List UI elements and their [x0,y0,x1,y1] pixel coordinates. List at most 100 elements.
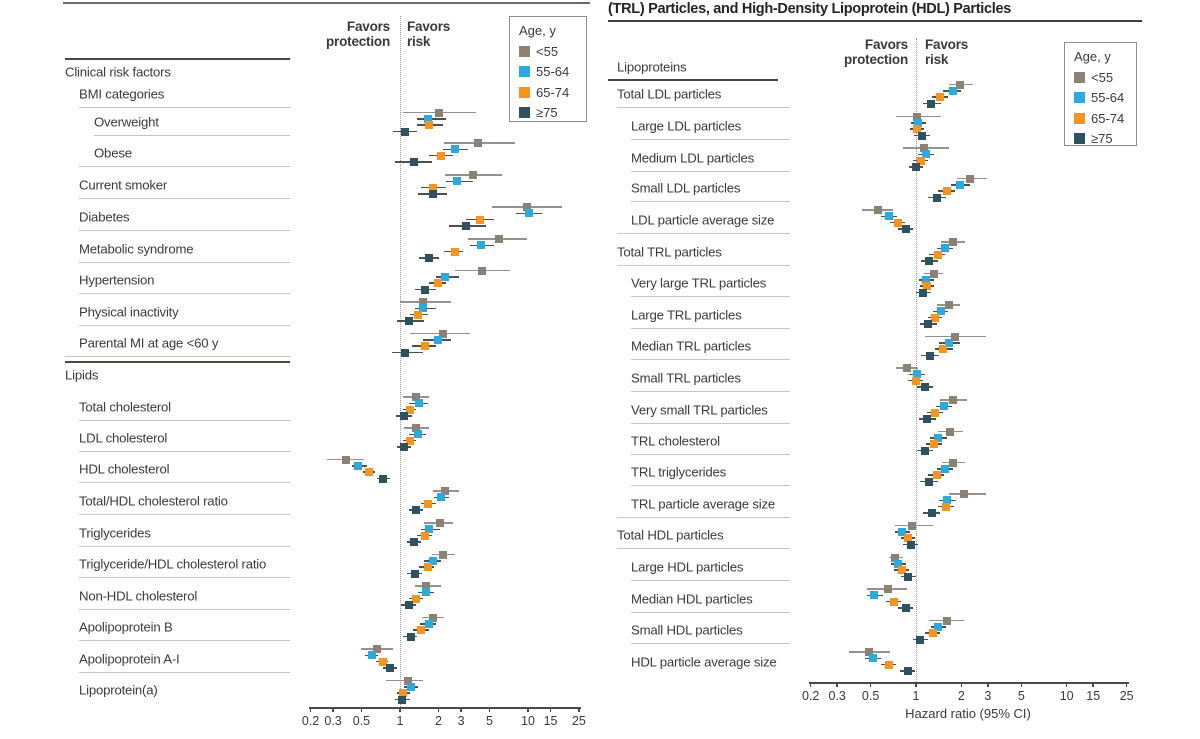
x-axis-tick-label: 0.5 [352,714,371,728]
forest-marker [404,317,413,325]
forest-marker [451,145,460,154]
row-separator [79,293,290,294]
forest-marker [902,364,911,372]
row-label: Total LDL particles [617,86,722,102]
forest-marker [919,144,928,152]
x-axis-tick-label: 0.2 [301,714,320,728]
forest-marker [918,131,927,140]
forest-marker [428,556,437,565]
forest-marker [948,458,957,467]
forest-marker [401,348,410,357]
row-label: Small LDL particles [631,180,741,196]
forest-marker [451,247,460,256]
forest-marker [925,477,933,486]
legend-item: ≥75 [1074,129,1136,150]
forest-marker [422,588,431,597]
x-axis-tick-label: 0.5 [861,689,880,703]
forest-marker [364,468,373,477]
forest-marker [386,664,395,672]
forest-marker [955,80,964,89]
forest-marker [935,93,944,102]
legend-item-label: 65-74 [536,84,570,100]
forest-marker [475,215,484,224]
forest-marker [907,521,916,530]
forest-marker [913,370,922,379]
legend-item-label: ≥75 [536,105,558,121]
favors-protection-label-left: Favors protection [260,19,390,49]
forest-marker [401,127,410,136]
legend-item-label: <55 [1091,69,1114,85]
forest-marker [948,396,957,404]
forest-marker [462,222,471,230]
row-separator [631,139,790,140]
forest-marker [959,490,968,498]
forest-marker [955,180,964,189]
forest-marker [406,632,415,641]
legend-swatch [519,66,530,78]
forest-marker [418,298,427,306]
section-label: Lipids [65,367,99,383]
favors-line: Favors [407,19,451,34]
x-axis-tick [309,707,312,712]
forest-marker [398,695,407,704]
forest-marker [913,118,922,127]
forest-marker [921,150,930,159]
forest-marker [912,163,920,171]
forest-marker [902,604,911,612]
x-axis-tick-label: 15 [543,714,558,728]
forest-marker [413,310,422,319]
row-label: Median TRL particles [631,338,751,354]
forest-marker [412,424,421,432]
row-label: Parental MI at age <60 y [79,335,219,351]
row-label: Lipoprotein(a) [79,682,158,698]
forest-marker [940,244,949,253]
forest-marker [965,174,974,183]
forest-marker [921,275,930,284]
forest-marker [903,534,912,543]
legend-swatch [519,45,530,57]
x-axis-title: Hazard ratio (95% CI) [905,706,1031,721]
legend-items: <55 55-64 65-74 ≥75 [1074,67,1136,149]
favors-line: risk [407,34,431,49]
forest-marker [919,288,928,297]
x-axis-tick [332,707,334,712]
legend-item-label: 65-74 [1091,110,1125,126]
x-axis-tick-label: 3 [457,714,465,728]
row-label: Total HDL particles [617,527,724,543]
forest-marker [441,487,450,495]
row-label: Obese [94,145,132,160]
forest-marker [930,440,939,449]
row-label: Very large TRL particles [631,275,767,291]
x-axis-tick [915,682,917,687]
forest-marker [902,225,911,233]
row-label: Metabolic syndrome [79,241,194,256]
forest-marker [399,443,408,451]
age-legend-right: Age, y <55 55-64 65-74 ≥75 [1064,42,1137,146]
forest-marker [921,446,930,455]
row-separator [631,359,790,360]
age-legend-left: Age, y <55 55-64 65-74 ≥75 [509,16,587,122]
row-separator [79,107,290,108]
row-label: HDL cholesterol [79,461,170,477]
row-separator [631,485,790,486]
row-separator [617,232,790,234]
forest-marker [942,616,951,625]
forest-marker [884,660,893,669]
x-axis-line [308,707,581,709]
forest-marker [933,250,942,259]
row-label: Large LDL particles [631,118,742,134]
forest-marker [929,269,938,278]
row-label: Total TRL particles [617,244,722,259]
legend-item: 65-74 [1074,108,1136,129]
x-axis-tick-label: 0.3 [324,714,342,728]
x-axis-tick-label: 1 [912,689,920,703]
x-axis-tick-label: 2 [957,689,965,703]
legend-swatch [519,107,530,119]
legend-title: Age, y [1074,49,1111,64]
section-label: Lipoproteins [617,59,687,74]
forest-marker [942,187,951,196]
x-axis-tick [1020,682,1023,687]
forest-marker [409,158,418,166]
x-axis-tick [987,682,989,687]
forest-marker [437,493,446,502]
